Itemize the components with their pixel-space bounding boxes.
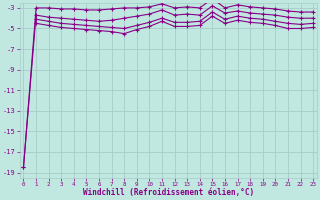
X-axis label: Windchill (Refroidissement éolien,°C): Windchill (Refroidissement éolien,°C) [83,188,254,197]
